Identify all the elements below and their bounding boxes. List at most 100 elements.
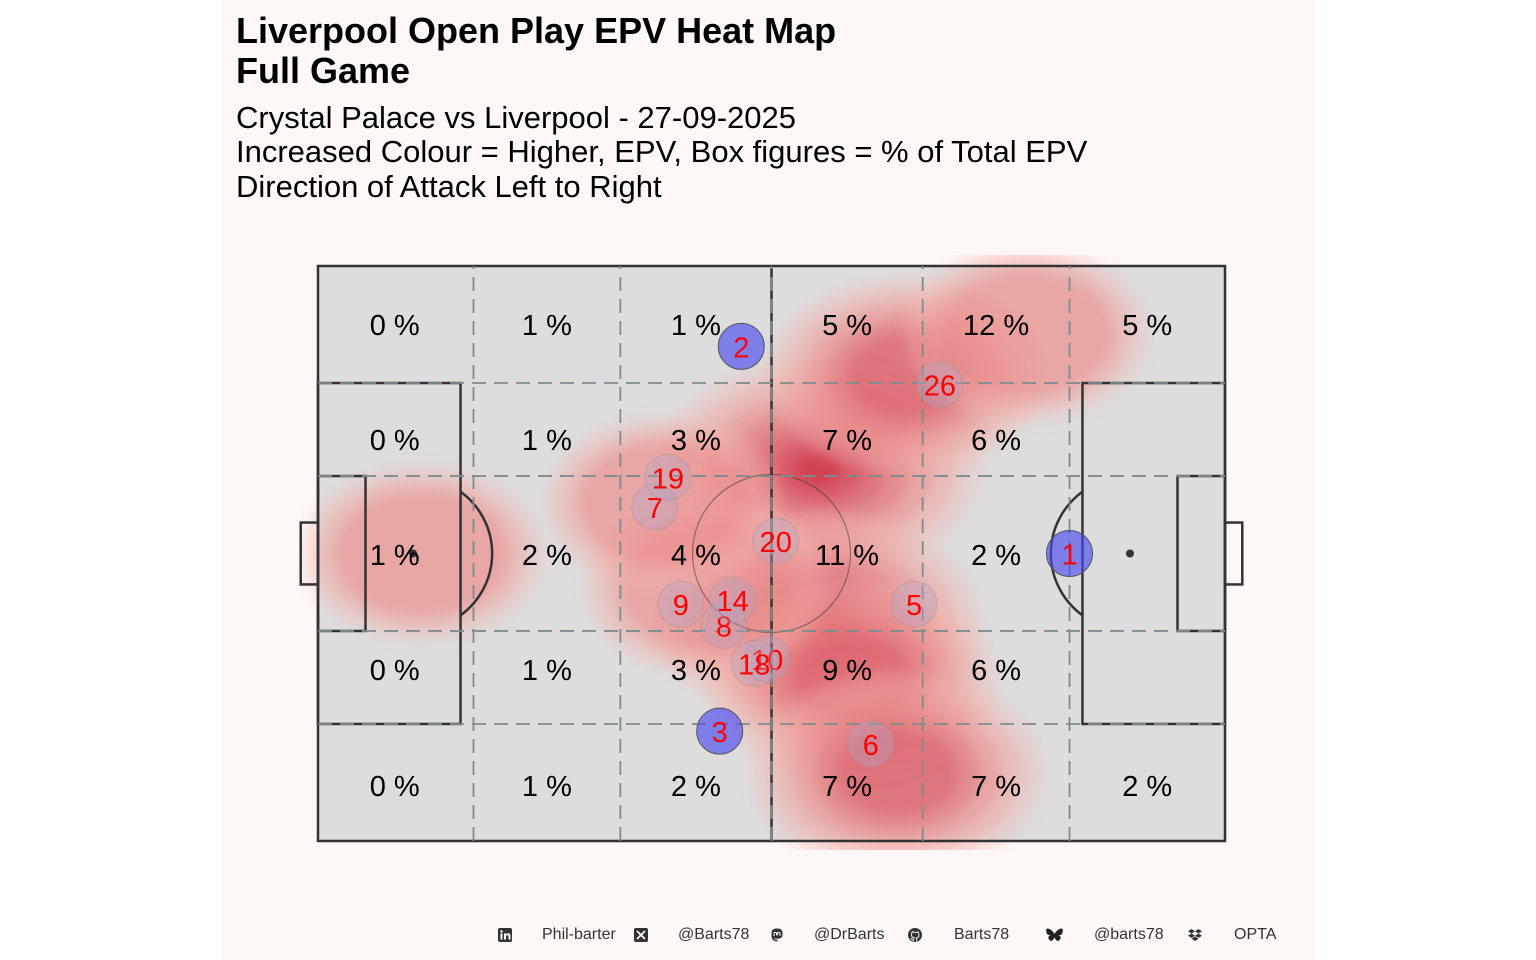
zone-percent-label: 0 % [370,771,420,803]
zone-percent-label: 1 % [522,771,572,803]
player-circle [631,483,679,531]
player-number-label: 18 [738,649,770,681]
player-marker: 9 [657,580,705,628]
player-number-label: 3 [712,717,728,749]
mastodon-handle[interactable]: @DrBarts [814,926,885,943]
linkedin-icon[interactable] [497,927,513,943]
player-circle [730,639,778,687]
player-marker: 2 [717,322,765,370]
player-number-label: 20 [760,527,792,559]
player-number-label: 1 [1061,540,1077,572]
zone-percent-label: 4 % [671,540,721,572]
zone-percent-label: 2 % [522,540,572,572]
player-marker: 26 [916,360,964,408]
chart-title-line1: Liverpool Open Play EPV Heat Map [236,10,837,51]
zone-percent-label: 12 % [963,310,1029,342]
player-marker: 10 [743,635,791,683]
player-number-label: 8 [716,611,732,643]
heat-contour [334,490,509,617]
player-circle [709,576,757,624]
zone-percent-label: 11 % [815,540,879,572]
zone-percent-label: 5 % [822,310,872,342]
zone-percent-label: 1 % [522,310,572,342]
credits-footer: Phil-barter @Barts78 @DrBarts Barts78 @b… [0,925,1536,947]
mastodon-icon[interactable] [769,927,785,943]
bluesky-icon[interactable] [1045,927,1064,943]
dropbox-icon[interactable] [1187,927,1203,943]
penalty-spot-left [409,549,418,558]
player-circle [847,720,895,768]
player-number-label: 10 [751,645,783,677]
heat-hotspot-8 [545,416,782,589]
player-marker: 20 [752,517,800,565]
player-number-label: 14 [716,586,748,618]
zone-percent-label: 1 % [370,540,420,572]
zone-percent-label: 7 % [971,771,1021,803]
zone-percent-label: 6 % [971,655,1021,687]
player-marker: 14 [709,576,757,624]
player-marker: 8 [700,601,748,649]
player-marker: 1 [1046,530,1094,577]
player-number-label: 7 [647,493,663,525]
player-circle [696,707,744,755]
chart-subtitle-direction: Direction of Attack Left to Right [236,169,662,204]
goal-right [1223,521,1244,586]
heat-contour [833,729,961,818]
player-circle [743,635,791,683]
zone-percent-label: 3 % [671,425,721,457]
zone-percent-label: 7 % [822,425,872,457]
player-number-label: 6 [863,730,879,762]
zone-percent-label: 1 % [671,310,721,342]
zone-percent-label: 5 % [1122,310,1172,342]
chart-title-line2: Full Game [236,50,411,91]
zone-percent-label: 0 % [370,425,420,457]
zone-percent-label: 2 % [671,771,721,803]
x-twitter-icon[interactable] [633,927,649,943]
github-icon[interactable] [907,927,923,943]
chart-subtitle-legend: Increased Colour = Higher, EPV, Box figu… [236,134,1088,169]
heat-contour [795,452,844,486]
bluesky-handle[interactable]: @barts78 [1094,926,1164,943]
player-marker: 19 [644,453,692,501]
zone-percent-label: 7 % [822,771,872,803]
player-marker: 3 [696,707,744,755]
player-circle [657,580,705,628]
player-circle [717,322,765,370]
player-marker: 7 [631,483,679,531]
zone-percent-label: 9 % [822,655,872,687]
penalty-arc-left [459,490,494,617]
zone-percent-label: 0 % [370,655,420,687]
player-marker: 5 [890,580,938,628]
chart-subtitle-match: Crystal Palace vs Liverpool - 27-09-2025 [236,100,796,135]
player-circle [644,453,692,501]
zone-percent-label: 1 % [522,425,572,457]
player-circle [752,517,800,565]
player-circle [890,580,938,628]
data-source: OPTA [1234,926,1277,943]
zone-percent-label: 2 % [971,540,1021,572]
x-handle[interactable]: @Barts78 [678,926,750,943]
goal-left [299,521,320,586]
player-number-label: 19 [652,463,684,495]
player-number-label: 9 [673,590,689,622]
player-number-label: 2 [733,332,749,364]
github-handle[interactable]: Barts78 [954,926,1010,943]
zone-percent-label: 0 % [370,310,420,342]
player-circle [700,601,748,649]
zone-percent-label: 3 % [671,655,721,687]
player-circle [916,360,964,408]
heat-hotspot-0 [300,465,544,642]
zone-percent-label: 1 % [522,655,572,687]
linkedin-handle[interactable]: Phil-barter [542,926,616,943]
zone-percent-label: 6 % [971,425,1021,457]
zone-percent-label: 2 % [1122,771,1172,803]
player-marker: 18 [730,639,778,687]
heat-contour [578,441,749,565]
player-circle [1046,530,1094,577]
heat-hotspot-4 [750,671,1043,850]
player-number-label: 26 [924,370,956,402]
player-marker: 6 [847,720,895,768]
player-number-label: 5 [906,590,922,622]
penalty-spot-right [1125,549,1134,558]
